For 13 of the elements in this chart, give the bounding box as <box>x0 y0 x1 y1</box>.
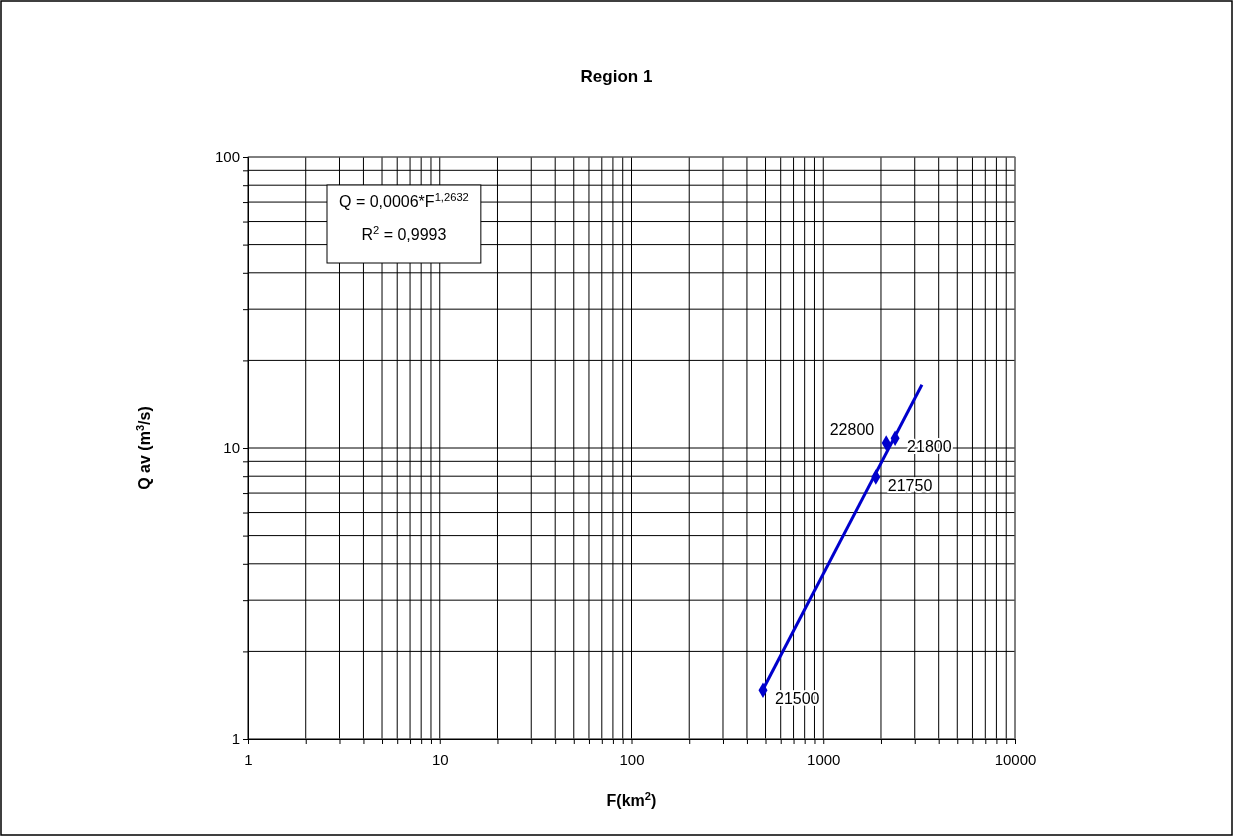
y-tick-label: 10 <box>223 439 240 457</box>
chart-title: Region 1 <box>580 67 653 86</box>
annotation: R$^{2}$ = 0,9993 <box>361 224 447 243</box>
x-tick-label: 10 <box>431 751 449 768</box>
y-tick-label: 1 <box>231 730 240 748</box>
y-tick-label: 100 <box>214 148 240 166</box>
annotation: Q = 0,0006*F$^{1,2632}$ <box>339 191 469 210</box>
x-tick-label: 100 <box>619 751 645 768</box>
x-tick-label: 10000 <box>994 751 1037 768</box>
x-tick-label: 1 <box>244 751 253 768</box>
annotation: 22800 <box>829 421 875 439</box>
x-axis-title: F(km$^{2}$) <box>606 790 657 809</box>
x-tick-label: 1000 <box>807 751 841 768</box>
